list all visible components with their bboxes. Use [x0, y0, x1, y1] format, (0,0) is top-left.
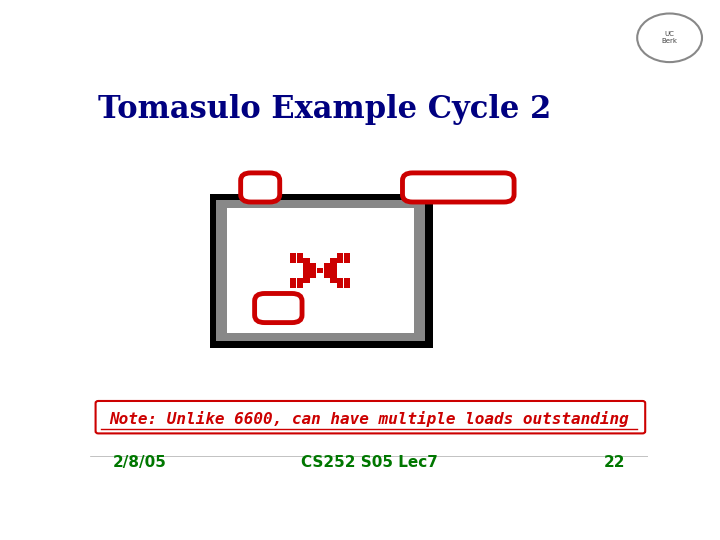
Bar [330, 278, 336, 283]
Bar [297, 259, 303, 263]
Bar [303, 259, 310, 263]
Text: 2/8/05: 2/8/05 [112, 455, 166, 470]
Text: Note: Unlike 6600, can have multiple loads outstanding: Note: Unlike 6600, can have multiple loa… [109, 410, 629, 427]
Bar [297, 278, 303, 283]
Bar [310, 268, 317, 273]
Bar [343, 278, 350, 283]
Bar [210, 194, 433, 348]
Bar [227, 208, 414, 333]
Bar [215, 200, 425, 341]
Text: 22: 22 [604, 455, 626, 470]
Text: CS252 S05 Lec7: CS252 S05 Lec7 [300, 455, 438, 470]
Bar [297, 253, 303, 258]
FancyBboxPatch shape [240, 173, 280, 202]
FancyBboxPatch shape [255, 294, 302, 322]
Bar [330, 259, 336, 263]
Bar [330, 268, 336, 273]
FancyBboxPatch shape [402, 173, 514, 202]
Text: UC
Berk: UC Berk [662, 31, 678, 44]
Bar [290, 278, 297, 283]
Bar [343, 253, 350, 258]
Text: Tomasulo Example Cycle 2: Tomasulo Example Cycle 2 [98, 94, 551, 125]
Bar [303, 273, 310, 278]
Bar [337, 284, 343, 288]
Bar [317, 268, 323, 273]
Bar [343, 259, 350, 263]
Bar [290, 259, 297, 263]
Bar [310, 273, 317, 278]
Bar [297, 284, 303, 288]
Bar [323, 264, 330, 268]
Bar [323, 273, 330, 278]
Bar [303, 268, 310, 273]
Bar [337, 278, 343, 283]
Bar [343, 284, 350, 288]
Bar [330, 273, 336, 278]
Bar [323, 268, 330, 273]
Bar [290, 253, 297, 258]
Bar [330, 264, 336, 268]
Bar [290, 284, 297, 288]
Bar [337, 253, 343, 258]
Bar [303, 278, 310, 283]
Bar [303, 264, 310, 268]
FancyBboxPatch shape [96, 401, 645, 434]
Bar [337, 259, 343, 263]
Bar [310, 264, 317, 268]
